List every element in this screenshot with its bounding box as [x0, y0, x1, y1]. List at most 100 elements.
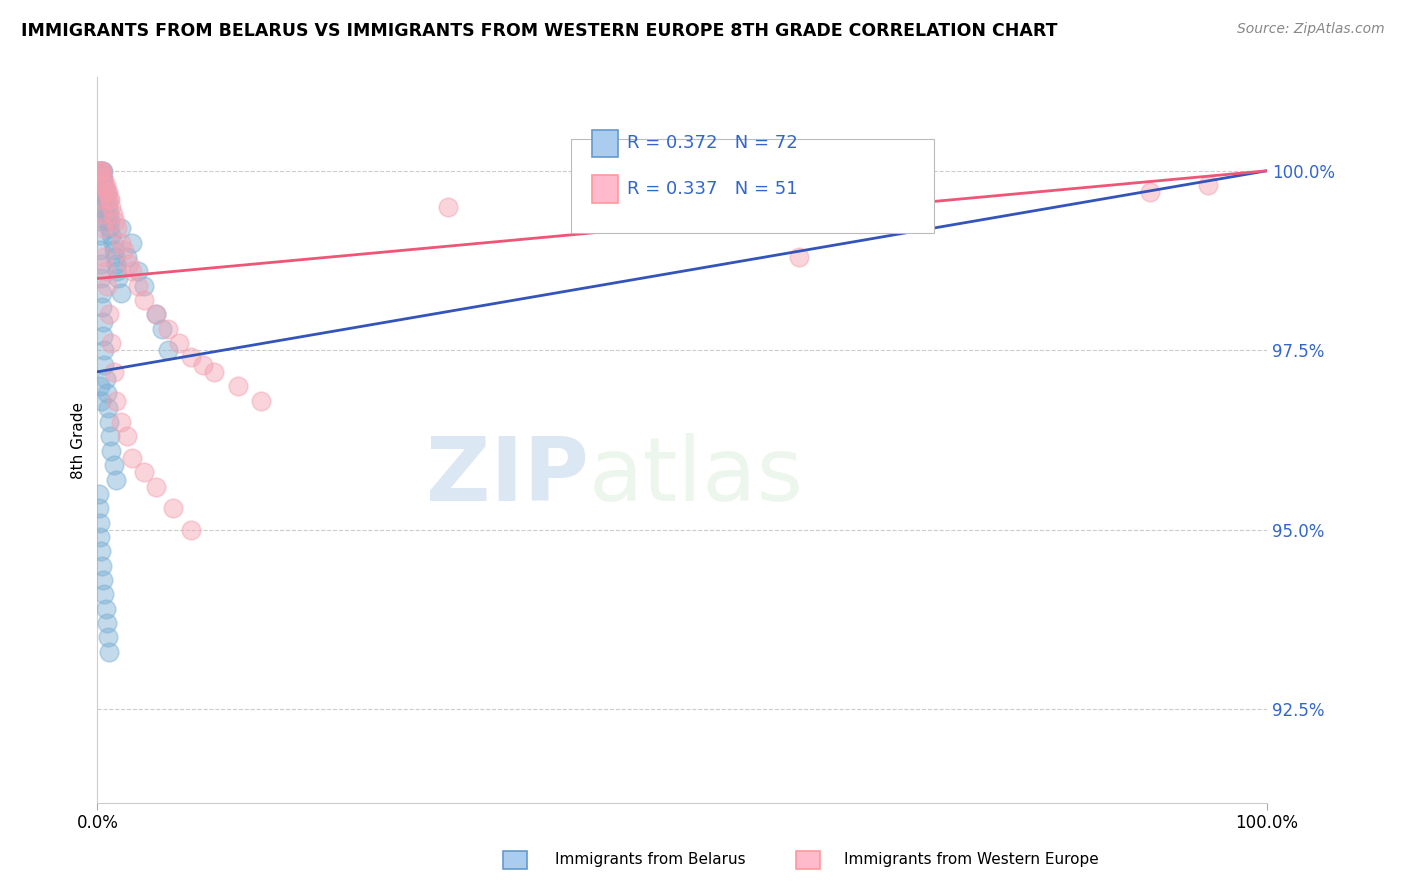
Point	[89, 163, 111, 178]
Point	[103, 458, 125, 472]
Point	[103, 365, 125, 379]
Point	[96, 193, 118, 207]
Point	[87, 171, 110, 186]
Point	[87, 200, 110, 214]
Point	[100, 443, 122, 458]
Point	[91, 300, 114, 314]
Point	[91, 171, 114, 186]
Point	[89, 530, 111, 544]
Point	[89, 178, 111, 193]
Point	[90, 393, 112, 408]
Point	[162, 501, 184, 516]
Text: ZIP: ZIP	[426, 433, 589, 520]
Point	[93, 250, 115, 264]
Point	[93, 200, 115, 214]
Point	[91, 163, 114, 178]
Point	[87, 501, 110, 516]
Point	[110, 285, 132, 300]
Point	[98, 207, 121, 221]
Point	[104, 250, 127, 264]
Point	[1139, 186, 1161, 200]
Point	[98, 415, 121, 429]
Point	[167, 336, 190, 351]
Point	[121, 264, 143, 278]
Point	[118, 257, 141, 271]
Point	[110, 221, 132, 235]
Point	[93, 358, 115, 372]
Point	[94, 372, 117, 386]
Point	[145, 307, 167, 321]
Point	[100, 228, 122, 243]
Point	[787, 250, 810, 264]
Point	[94, 186, 117, 200]
Point	[97, 186, 120, 200]
Point	[98, 193, 121, 207]
Point	[90, 271, 112, 285]
Text: R = 0.372   N = 72: R = 0.372 N = 72	[627, 135, 799, 153]
Point	[93, 587, 115, 601]
Point	[134, 293, 156, 307]
Point	[1197, 178, 1219, 193]
Point	[87, 487, 110, 501]
Point	[91, 558, 114, 573]
Point	[98, 214, 121, 228]
Point	[90, 186, 112, 200]
Point	[89, 228, 111, 243]
Bar	[592, 129, 617, 157]
Point	[89, 516, 111, 530]
Point	[94, 601, 117, 615]
Point	[121, 235, 143, 250]
Point	[115, 250, 138, 264]
Point	[145, 480, 167, 494]
Point	[97, 200, 120, 214]
Point	[98, 645, 121, 659]
Point	[96, 214, 118, 228]
Point	[180, 523, 202, 537]
Point	[91, 193, 114, 207]
Point	[91, 178, 114, 193]
Point	[127, 278, 149, 293]
Text: Immigrants from Belarus: Immigrants from Belarus	[555, 852, 747, 867]
Point	[98, 429, 121, 443]
Point	[94, 207, 117, 221]
Point	[89, 379, 111, 393]
Point	[98, 221, 121, 235]
Point	[91, 221, 114, 235]
Point	[105, 257, 128, 271]
Point	[89, 178, 111, 193]
Point	[97, 401, 120, 415]
Point	[202, 365, 225, 379]
Point	[98, 307, 121, 321]
Point	[156, 343, 179, 358]
Point	[103, 243, 125, 257]
Point	[87, 163, 110, 178]
Point	[437, 200, 460, 214]
Point	[90, 163, 112, 178]
Point	[226, 379, 249, 393]
Point	[93, 343, 115, 358]
Point	[100, 336, 122, 351]
Text: R = 0.337   N = 51: R = 0.337 N = 51	[627, 180, 797, 198]
Point	[100, 200, 122, 214]
Point	[91, 573, 114, 587]
Point	[90, 163, 112, 178]
Point	[89, 163, 111, 178]
Point	[105, 473, 128, 487]
FancyBboxPatch shape	[571, 139, 934, 234]
Point	[115, 429, 138, 443]
Point	[250, 393, 273, 408]
Point	[127, 264, 149, 278]
Point	[91, 314, 114, 328]
Point	[98, 193, 121, 207]
Bar	[592, 176, 617, 202]
Point	[93, 178, 115, 193]
Point	[93, 178, 115, 193]
Y-axis label: 8th Grade: 8th Grade	[72, 401, 86, 478]
Text: IMMIGRANTS FROM BELARUS VS IMMIGRANTS FROM WESTERN EUROPE 8TH GRADE CORRELATION : IMMIGRANTS FROM BELARUS VS IMMIGRANTS FR…	[21, 22, 1057, 40]
Text: Source: ZipAtlas.com: Source: ZipAtlas.com	[1237, 22, 1385, 37]
Point	[90, 171, 112, 186]
Point	[105, 264, 128, 278]
Point	[96, 186, 118, 200]
Point	[90, 257, 112, 271]
Point	[110, 415, 132, 429]
